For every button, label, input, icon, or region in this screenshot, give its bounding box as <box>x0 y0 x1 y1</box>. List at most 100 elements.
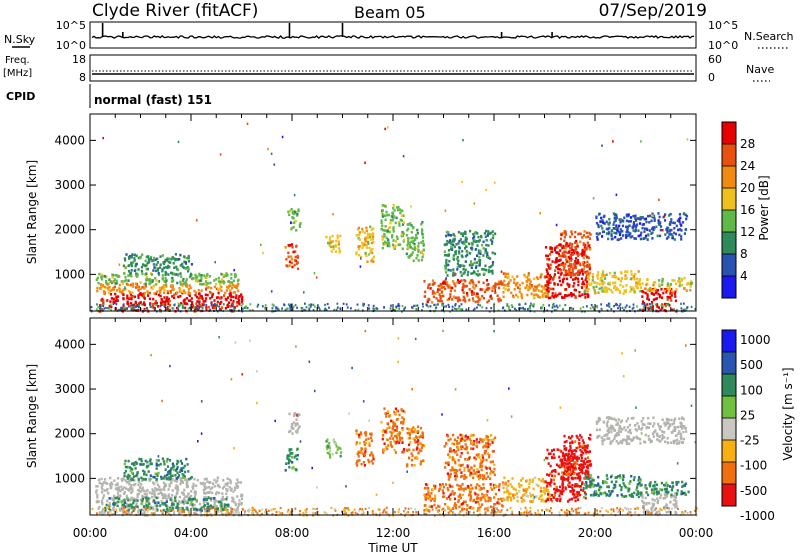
power-cell <box>659 234 662 238</box>
power-cell <box>487 299 490 302</box>
power-noise-cell <box>451 308 454 311</box>
velocity-cell <box>486 447 489 450</box>
power-cell <box>122 288 125 291</box>
power-cell <box>668 214 671 217</box>
velocity-cell <box>561 458 564 462</box>
power-cell <box>176 281 179 285</box>
velocity-cell <box>464 500 467 504</box>
velocity-cell <box>483 474 486 478</box>
velocity-cell <box>360 447 363 450</box>
power-ytick-label: 2000 <box>54 223 85 237</box>
velocity-cell <box>137 476 140 480</box>
power-cell <box>570 294 573 298</box>
power-noise-cell <box>155 304 158 307</box>
power-cell <box>658 284 661 288</box>
power-cell <box>450 247 453 251</box>
velocity-cell <box>443 495 446 498</box>
power-cell <box>150 279 153 282</box>
power-speckle <box>484 251 486 255</box>
velocity-cell <box>194 493 197 496</box>
velocity-cell <box>441 483 444 486</box>
velocity-cell <box>478 484 481 488</box>
velocity-cell <box>492 483 495 487</box>
velocity-cell <box>549 452 552 455</box>
velocity-cell <box>137 510 140 514</box>
power-cell <box>456 268 459 271</box>
power-cell <box>614 219 617 222</box>
velocity-cell <box>152 499 155 502</box>
power-cell <box>123 272 126 275</box>
velocity-cell <box>426 495 429 498</box>
power-cell <box>380 221 383 224</box>
velocity-cell <box>155 467 158 470</box>
velocity-cell <box>371 462 374 465</box>
power-cell <box>216 300 219 304</box>
velocity-cell <box>470 440 474 444</box>
velocity-cell <box>552 469 555 472</box>
power-speckle <box>387 126 389 129</box>
power-cell <box>164 258 167 262</box>
power-cell <box>499 282 502 286</box>
velocity-cell <box>151 488 154 491</box>
power-cell <box>285 258 288 261</box>
velocity-cell <box>463 466 466 470</box>
velocity-cell <box>150 492 154 495</box>
velocity-cell <box>224 482 227 486</box>
velocity-cell <box>424 483 428 486</box>
power-cell <box>663 289 666 293</box>
power-cell <box>625 230 628 234</box>
power-cell <box>558 243 561 247</box>
power-cell <box>467 270 470 274</box>
power-cell <box>471 293 474 296</box>
velocity-cell <box>398 441 401 445</box>
velocity-cell <box>146 488 149 492</box>
power-noise-cell <box>210 302 213 305</box>
velocity-cell <box>402 418 405 421</box>
power-noise-cell <box>209 308 212 311</box>
velocity-cell <box>394 440 397 444</box>
power-cell <box>392 226 395 229</box>
power-cell <box>503 279 506 283</box>
velocity-cell <box>140 457 143 461</box>
velocity-cell <box>547 462 550 465</box>
velocity-cell <box>491 488 494 491</box>
velocity-cell <box>549 484 552 488</box>
velocity-cell <box>213 504 216 508</box>
velocity-cell <box>162 460 165 463</box>
power-cell <box>463 264 466 268</box>
power-cell <box>612 227 615 230</box>
power-cell <box>167 260 170 264</box>
power-cell <box>671 236 674 240</box>
power-ytick-label: 1000 <box>54 267 85 281</box>
power-cell <box>451 298 454 301</box>
velocity-cell <box>506 489 509 492</box>
velocity-cell <box>472 507 475 510</box>
velocity-cell <box>172 503 175 506</box>
velocity-cell <box>114 483 117 487</box>
power-cell <box>464 268 467 272</box>
power-cell <box>620 271 623 275</box>
velocity-cell <box>455 450 458 453</box>
power-cell <box>290 227 293 231</box>
power-cell <box>484 235 487 239</box>
velocity-cell <box>485 434 488 438</box>
velocity-cell <box>185 457 188 461</box>
velocity-cell <box>203 478 206 481</box>
power-noise-cell <box>287 303 290 306</box>
power-cell <box>187 299 190 302</box>
velocity-cell <box>183 497 186 501</box>
velocity-cell <box>153 494 156 498</box>
power-cell <box>616 288 619 291</box>
power-cell <box>528 285 531 289</box>
velocity-cell <box>546 484 549 488</box>
power-cell <box>166 257 169 260</box>
velocity-cell <box>363 440 366 444</box>
power-cell <box>486 251 489 254</box>
power-cell <box>126 294 129 298</box>
power-cell <box>144 259 147 263</box>
power-cell <box>627 231 630 234</box>
velocity-cell <box>478 440 481 444</box>
velocity-cell <box>96 485 99 488</box>
velocity-cell <box>189 494 193 498</box>
power-cell <box>609 271 612 275</box>
